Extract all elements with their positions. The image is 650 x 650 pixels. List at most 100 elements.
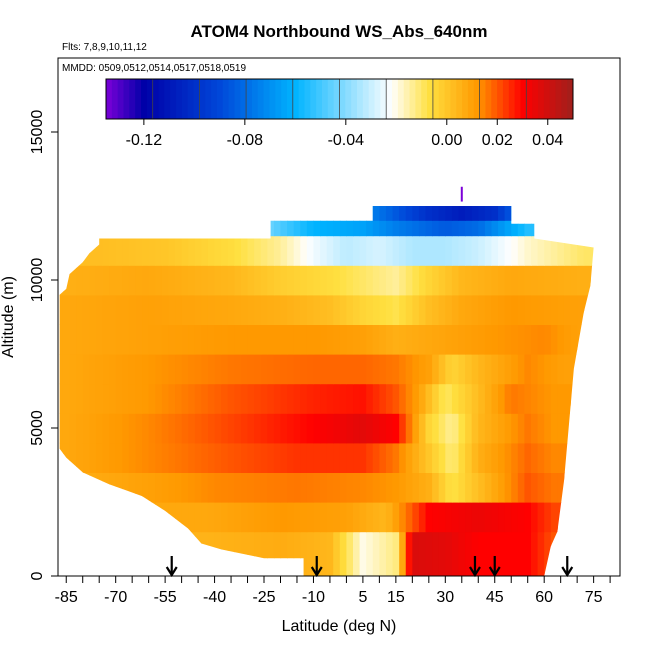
colorbar-segment (111, 79, 119, 119)
heatmap-cell (458, 472, 466, 503)
heatmap-cell (392, 324, 400, 355)
heatmap-cell (76, 442, 84, 473)
heatmap-cell (175, 354, 183, 385)
heatmap-cell (537, 383, 545, 414)
heatmap-cell (590, 531, 594, 576)
heatmap-cell (412, 383, 420, 414)
heatmap-cell (142, 206, 150, 237)
heatmap-cell (181, 206, 189, 237)
heatmap-cell (221, 413, 229, 444)
heatmap-cell (188, 294, 196, 325)
heatmap-cell (372, 324, 380, 355)
heatmap-cell (161, 354, 170, 385)
heatmap-cell (359, 472, 367, 503)
heatmap-cell (563, 324, 572, 355)
heatmap-cell (425, 413, 433, 444)
heatmap-cell (240, 354, 249, 385)
heatmap-cell (320, 383, 328, 414)
heatmap-cell (366, 265, 374, 296)
heatmap-cell (214, 383, 222, 414)
heatmap-cell (544, 354, 552, 385)
heatmap-cell (62, 265, 71, 296)
heatmap-cell (62, 324, 71, 355)
heatmap-cell (405, 235, 413, 266)
heatmap-cell (438, 294, 446, 325)
heatmap-cell (102, 235, 110, 266)
heatmap-cell (76, 502, 84, 533)
heatmap-cell (458, 294, 466, 325)
heatmap-cell (465, 235, 473, 266)
heatmap-cell (95, 206, 104, 237)
heatmap-cell (267, 324, 275, 355)
heatmap-cell (89, 413, 97, 444)
heatmap-cell (412, 206, 420, 237)
heatmap-cell (247, 531, 255, 576)
colorbar-segment (403, 79, 411, 119)
heatmap-cell (76, 265, 84, 296)
heatmap-cell (293, 206, 301, 237)
heatmap-cell (504, 413, 512, 444)
heatmap-cell (504, 265, 512, 296)
heatmap-cell (109, 502, 117, 533)
heatmap-cell (175, 413, 183, 444)
heatmap-cell (306, 235, 315, 266)
heatmap-cell (95, 413, 104, 444)
heatmap-cell (458, 354, 466, 385)
heatmap-cell (465, 531, 473, 576)
heatmap-cell (320, 531, 328, 576)
heatmap-cell (465, 206, 473, 221)
heatmap-cell (89, 383, 97, 414)
heatmap-cell (491, 294, 499, 325)
heatmap-cell (254, 472, 262, 503)
colorbar-segment (427, 79, 434, 119)
heatmap-cell (425, 502, 433, 533)
heatmap-cell (511, 472, 519, 503)
heatmap-cell (425, 531, 433, 576)
heatmap-cell (59, 354, 64, 385)
heatmap-cell (142, 413, 150, 444)
heatmap-cell (385, 502, 394, 533)
heatmap-cell (339, 472, 348, 503)
heatmap-cell (432, 265, 440, 296)
heatmap-cell (82, 265, 90, 296)
heatmap-cell (511, 383, 519, 414)
heatmap-cell (451, 442, 460, 473)
heatmap-cell (201, 294, 209, 325)
heatmap-cell (82, 235, 90, 266)
heatmap-cell (478, 472, 486, 503)
heatmap-cell (82, 502, 90, 533)
heatmap-cell (504, 235, 512, 266)
heatmap-cell (458, 383, 466, 414)
heatmap-cell (148, 265, 156, 296)
heatmap-cell (240, 383, 249, 414)
colorbar-tick-label: -0.04 (328, 132, 365, 149)
colorbar-segment (543, 79, 551, 119)
heatmap-cell (128, 413, 137, 444)
heatmap-cell (188, 235, 196, 266)
heatmap-cell (498, 472, 506, 503)
heatmap-cell (577, 413, 585, 444)
colorbar-segment (146, 79, 154, 119)
heatmap-cell (405, 354, 413, 385)
heatmap-cell (425, 442, 433, 473)
colorbar-tick-label: 0.00 (431, 132, 462, 149)
heatmap-cell (524, 206, 532, 237)
colorbar-segment (497, 79, 504, 119)
heatmap-cell (234, 413, 242, 444)
heatmap-cell (320, 324, 328, 355)
colorbar-segment (532, 79, 539, 119)
colorbar-segment (292, 79, 300, 119)
heatmap-cell (385, 235, 394, 266)
heatmap-cell (372, 354, 380, 385)
heatmap-cell (392, 442, 400, 473)
heatmap-cell (412, 502, 420, 533)
heatmap-cell (155, 235, 163, 266)
heatmap-cell (498, 502, 506, 533)
heatmap-cell (557, 294, 565, 325)
heatmap-cell (504, 472, 512, 503)
heatmap-cell (234, 235, 242, 266)
heatmap-cell (142, 324, 150, 355)
heatmap-cell (465, 472, 473, 503)
heatmap-cell (399, 265, 407, 296)
heatmap-cell (306, 531, 315, 576)
